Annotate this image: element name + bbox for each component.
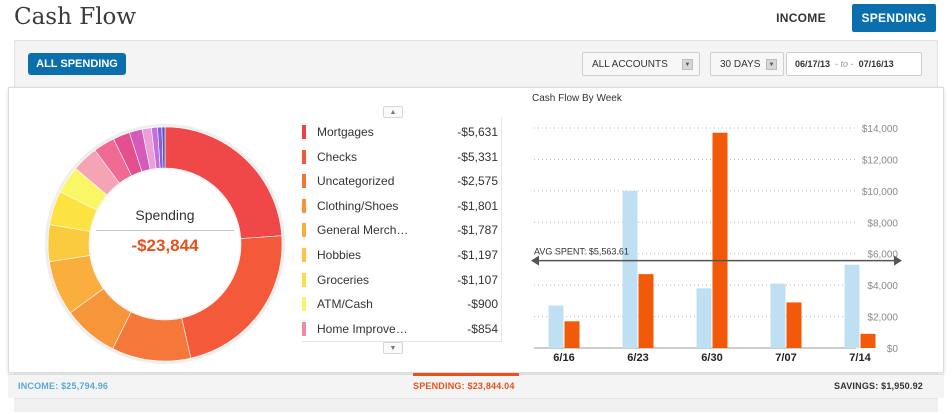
legend-item-name: ATM/Cash xyxy=(317,297,373,312)
y-tick-label: $12,000 xyxy=(862,155,899,166)
legend-scroll-down-button[interactable]: ▼ xyxy=(383,342,403,354)
legend-item-name: General Merch… xyxy=(317,223,409,238)
legend-item-name: Uncategorized xyxy=(317,174,395,189)
accounts-select-label: ALL ACCOUNTS xyxy=(592,58,668,70)
page-title: Cash Flow xyxy=(14,4,137,30)
legend-item[interactable]: Clothing/Shoes -$1,801 xyxy=(302,194,500,218)
legend-swatch xyxy=(302,149,306,164)
legend-item-name: Home Improve… xyxy=(317,321,408,336)
spending-active-indicator xyxy=(413,373,519,376)
spending-donut-chart[interactable] xyxy=(45,124,285,364)
legend-item-value: -$2,575 xyxy=(457,174,498,189)
savings-summary[interactable]: SAVINGS: $1,950.92 xyxy=(834,381,923,391)
legend-item[interactable]: General Merch… -$1,787 xyxy=(302,218,500,242)
accounts-select[interactable]: ALL ACCOUNTS ▼ xyxy=(582,52,700,76)
date-to[interactable]: 07/16/13 xyxy=(858,59,894,69)
legend-swatch xyxy=(302,297,306,312)
legend-scroll-up-button[interactable]: ▲ xyxy=(383,106,403,118)
legend-item-value: -$1,787 xyxy=(457,223,498,238)
spending-bar[interactable] xyxy=(860,333,876,348)
legend-swatch xyxy=(302,321,306,336)
legend-item-value: -$1,197 xyxy=(457,248,498,262)
income-bar[interactable] xyxy=(548,305,564,348)
legend-swatch xyxy=(302,125,306,139)
spending-bar[interactable] xyxy=(712,132,728,348)
chevron-down-icon: ▼ xyxy=(766,59,777,70)
legend-item-value: -$5,631 xyxy=(457,125,498,139)
spending-bar[interactable] xyxy=(786,302,802,348)
income-bar[interactable] xyxy=(622,190,638,348)
legend-swatch xyxy=(302,248,306,262)
category-legend: Mortgages -$5,631 Checks -$5,331 Uncategoriz… xyxy=(302,117,502,342)
legend-item-name: Groceries xyxy=(317,272,370,287)
y-tick-label: $6,000 xyxy=(867,250,898,261)
income-bar[interactable] xyxy=(696,288,712,348)
spending-bar[interactable] xyxy=(638,274,654,348)
donut-center xyxy=(90,169,240,319)
income-summary[interactable]: INCOME: $25,794.96 xyxy=(18,381,109,391)
bottom-strip xyxy=(14,398,938,412)
days-select-label: 30 DAYS xyxy=(720,58,761,70)
y-tick-label: $8,000 xyxy=(867,218,898,229)
x-tick-label: 6/16 xyxy=(553,352,574,364)
all-spending-button[interactable]: ALL SPENDING xyxy=(28,53,126,75)
donut-segment[interactable] xyxy=(161,126,166,169)
legend-item[interactable]: Uncategorized -$2,575 xyxy=(302,169,500,193)
summary-bar xyxy=(8,374,944,398)
income-bar[interactable] xyxy=(844,264,860,348)
days-select[interactable]: 30 DAYS ▼ xyxy=(710,52,784,76)
legend-item[interactable]: Groceries -$1,107 xyxy=(302,268,500,292)
legend-item-value: -$854 xyxy=(467,321,498,336)
legend-item-value: -$1,107 xyxy=(457,272,498,287)
spending-summary[interactable]: SPENDING: $23,844.04 xyxy=(413,381,515,391)
legend-item[interactable]: Home Improve… -$854 xyxy=(302,317,500,341)
donut-divider xyxy=(96,230,234,231)
legend-item[interactable]: Mortgages -$5,631 xyxy=(302,120,500,144)
x-tick-label: 6/30 xyxy=(701,352,722,364)
y-tick-label: $4,000 xyxy=(867,281,898,292)
legend-swatch xyxy=(302,198,306,213)
legend-item-name: Hobbies xyxy=(317,248,362,262)
chevron-down-icon: ▼ xyxy=(682,59,693,70)
spending-bar[interactable] xyxy=(564,321,580,348)
tab-spending[interactable]: SPENDING xyxy=(852,4,936,32)
legend-item-value: -$1,801 xyxy=(457,198,498,213)
x-tick-label: 6/23 xyxy=(627,352,648,364)
legend-item-value: -$900 xyxy=(467,297,498,312)
avg-right-handle-icon[interactable] xyxy=(894,255,902,266)
legend-item[interactable]: ATM/Cash -$900 xyxy=(302,292,500,316)
legend-item-name: Clothing/Shoes xyxy=(317,198,399,213)
legend-swatch xyxy=(302,223,306,238)
legend-item-name: Mortgages xyxy=(317,125,374,139)
y-tick-label: $14,000 xyxy=(862,124,899,135)
y-tick-label: $10,000 xyxy=(862,187,899,198)
legend-item-value: -$5,331 xyxy=(457,149,498,164)
donut-label: Spending xyxy=(135,207,195,223)
income-bar[interactable] xyxy=(770,283,786,348)
tab-income[interactable]: INCOME xyxy=(776,11,826,25)
avg-left-handle-icon[interactable] xyxy=(531,255,539,266)
donut-total-amount: -$23,844 xyxy=(131,236,199,255)
legend-swatch xyxy=(302,272,306,287)
y-tick-label: $0 xyxy=(887,344,899,355)
legend-item-name: Checks xyxy=(317,149,358,164)
date-range[interactable]: 06/17/13 - to - 07/16/13 xyxy=(786,52,922,76)
avg-spent-label: AVG SPENT: $5,563.61 xyxy=(534,247,629,257)
x-tick-label: 7/07 xyxy=(775,352,796,364)
legend-swatch xyxy=(302,174,306,189)
legend-item[interactable]: Hobbies -$1,197 xyxy=(302,243,500,267)
y-tick-label: $2,000 xyxy=(867,313,898,324)
chart-title: Cash Flow By Week xyxy=(532,93,622,104)
date-from[interactable]: 06/17/13 xyxy=(795,59,831,69)
legend-item[interactable]: Checks -$5,331 xyxy=(302,145,500,169)
weekly-cash-flow-chart: $14,000 $12,000 $10,000 $8,000 $6,000 $4,000 $… xyxy=(531,124,902,364)
date-separator: - to - xyxy=(835,59,854,69)
x-tick-label: 7/14 xyxy=(849,352,871,364)
